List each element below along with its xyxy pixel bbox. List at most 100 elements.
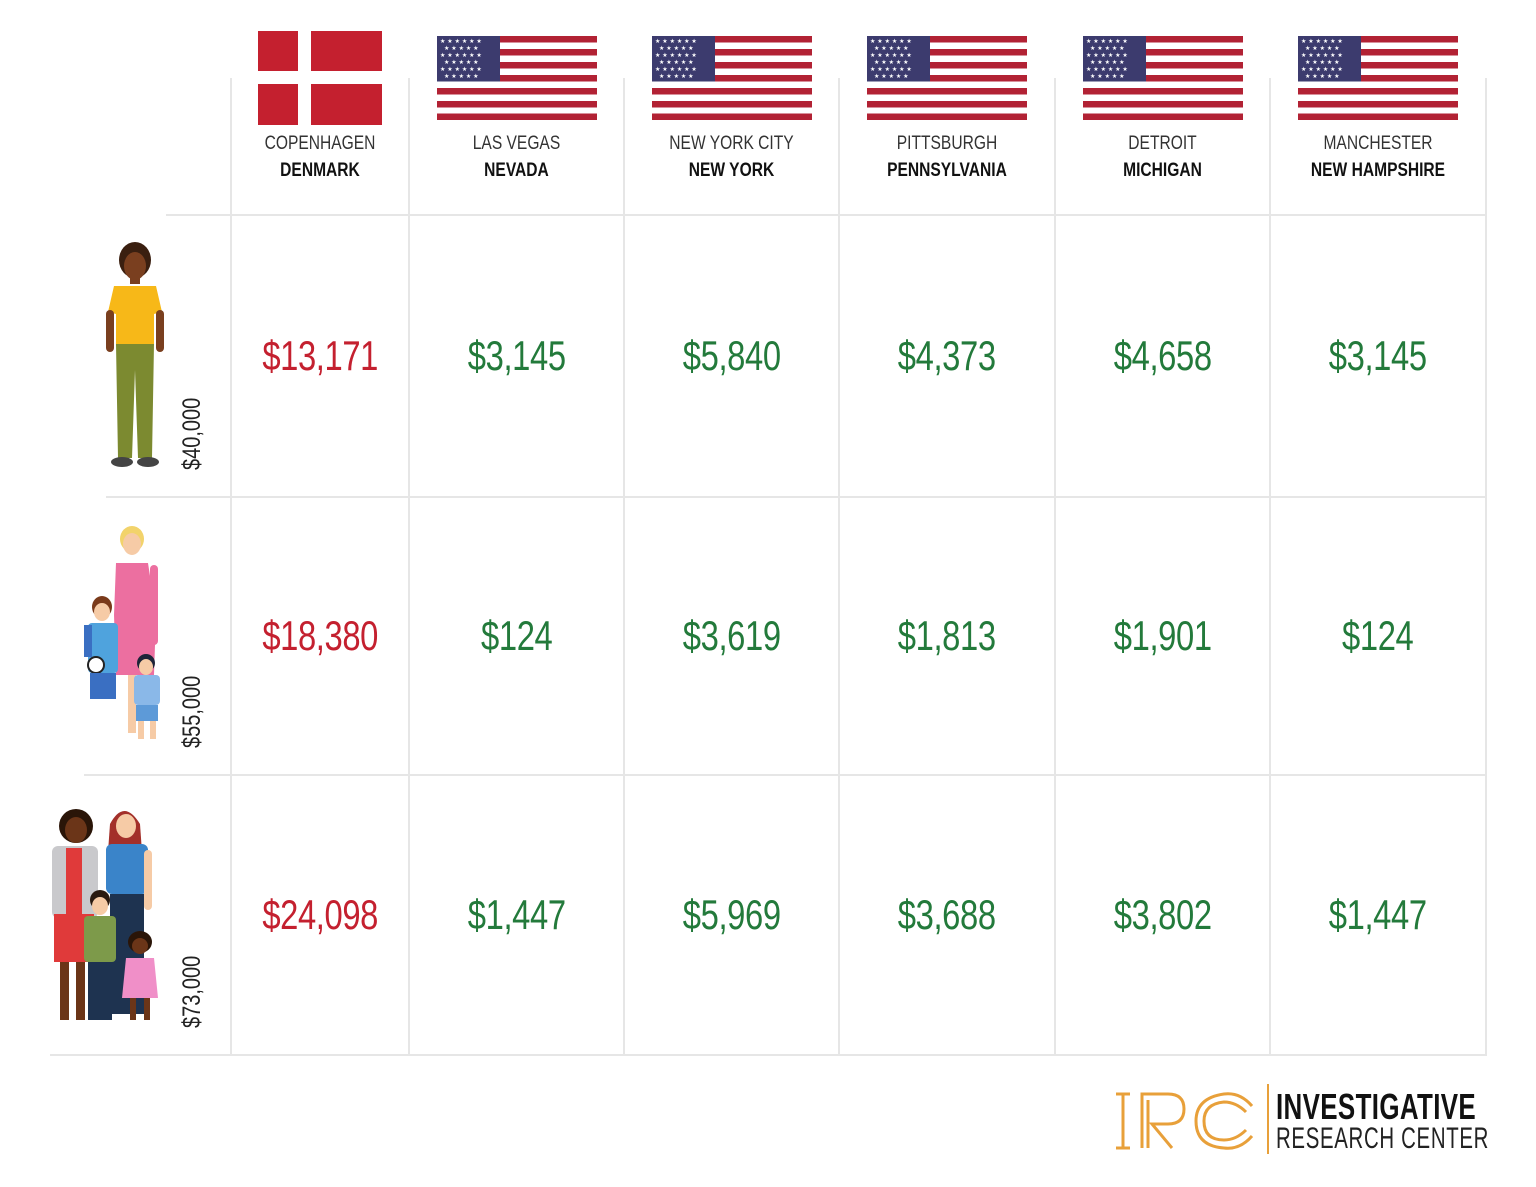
cost-value: $3,688	[898, 891, 996, 938]
column-header-manchester: ★ ★ ★ ★ ★ ★ ★ ★ ★ ★ ★ ★ ★ ★ ★ ★ ★ ★ ★ ★ ★ …	[1271, 28, 1485, 208]
grid-line	[623, 78, 625, 1056]
svg-text:★ ★ ★ ★ ★ ★: ★ ★ ★ ★ ★ ★	[1301, 38, 1343, 45]
value-cell: $18,380	[232, 498, 408, 774]
grid-line	[50, 1054, 1487, 1056]
city-name: PITTSBURGH	[896, 133, 998, 154]
cost-value: $3,145	[1329, 332, 1427, 379]
svg-text:★ ★ ★ ★ ★ ★: ★ ★ ★ ★ ★ ★	[1086, 66, 1128, 73]
svg-text:★ ★ ★ ★ ★: ★ ★ ★ ★ ★	[444, 45, 479, 52]
usa-flag-icon: ★ ★ ★ ★ ★ ★★ ★ ★ ★ ★ ★ ★ ★ ★ ★ ★★ ★ ★ ★ …	[1298, 36, 1458, 120]
two-parent-family-figure-icon	[52, 809, 158, 1020]
cost-value: $24,098	[262, 891, 378, 938]
cost-value: $4,373	[898, 332, 996, 379]
svg-text:★ ★ ★ ★ ★ ★: ★ ★ ★ ★ ★ ★	[870, 52, 912, 59]
value-cell: $124	[410, 498, 623, 774]
svg-text:★ ★ ★ ★ ★: ★ ★ ★ ★ ★	[874, 59, 909, 66]
city-name: NEW YORK CITY	[669, 133, 794, 154]
cost-value: $3,619	[682, 612, 781, 659]
svg-text:★ ★ ★ ★ ★: ★ ★ ★ ★ ★	[1090, 45, 1125, 52]
column-header-copenhagen: COPENHAGEN DENMARK	[232, 28, 408, 208]
value-cell: $3,802	[1056, 776, 1269, 1054]
usa-flag-icon: ★ ★ ★ ★ ★ ★★ ★ ★ ★ ★ ★ ★ ★ ★ ★ ★★ ★ ★ ★ …	[1082, 36, 1243, 120]
svg-text:★ ★ ★ ★ ★ ★: ★ ★ ★ ★ ★ ★	[1301, 52, 1343, 59]
logo-title: INVESTIGATIVE	[1276, 1086, 1477, 1127]
svg-text:★ ★ ★ ★ ★: ★ ★ ★ ★ ★	[1305, 73, 1340, 80]
svg-text:★ ★ ★ ★ ★ ★: ★ ★ ★ ★ ★ ★	[1086, 52, 1128, 59]
svg-text:★ ★ ★ ★ ★ ★: ★ ★ ★ ★ ★ ★	[870, 38, 912, 45]
value-cell: $1,447	[410, 776, 623, 1054]
cost-value: $124	[480, 612, 553, 659]
city-name: DETROIT	[1128, 133, 1197, 154]
svg-text:★ ★ ★ ★ ★: ★ ★ ★ ★ ★	[1305, 45, 1340, 52]
svg-text:★ ★ ★ ★ ★ ★: ★ ★ ★ ★ ★ ★	[440, 52, 482, 59]
value-cell: $3,145	[1271, 216, 1485, 496]
svg-text:★ ★ ★ ★ ★: ★ ★ ★ ★ ★	[444, 59, 479, 66]
region-name: NEVADA	[484, 160, 549, 181]
value-cell: $5,840	[625, 216, 838, 496]
cost-value: $13,171	[262, 332, 378, 379]
value-cell: $5,969	[625, 776, 838, 1054]
svg-text:★ ★ ★ ★ ★ ★: ★ ★ ★ ★ ★ ★	[655, 52, 697, 59]
svg-text:★ ★ ★ ★ ★: ★ ★ ★ ★ ★	[1090, 73, 1125, 80]
value-cell: $3,688	[840, 776, 1054, 1054]
logo-divider	[1267, 1084, 1269, 1154]
value-cell: $24,098	[232, 776, 408, 1054]
cost-value: $4,658	[1113, 332, 1212, 379]
value-cell: $124	[1271, 498, 1485, 774]
income-label: $55,000	[178, 675, 206, 748]
svg-text:★ ★ ★ ★ ★: ★ ★ ★ ★ ★	[874, 45, 909, 52]
grid-line	[408, 78, 410, 1056]
svg-text:★ ★ ★ ★ ★ ★: ★ ★ ★ ★ ★ ★	[1086, 38, 1128, 45]
value-cell: $3,619	[625, 498, 838, 774]
region-name: NEW YORK	[688, 160, 775, 181]
cost-value: $1,901	[1113, 612, 1212, 659]
single-adult-figure-icon	[106, 242, 164, 467]
region-name: NEW HAMPSHIRE	[1310, 160, 1446, 181]
svg-text:★ ★ ★ ★ ★ ★: ★ ★ ★ ★ ★ ★	[440, 38, 482, 45]
grid-line	[230, 78, 232, 1056]
grid-line	[84, 774, 1487, 776]
cost-value: $124	[1342, 612, 1414, 659]
svg-text:★ ★ ★ ★ ★ ★: ★ ★ ★ ★ ★ ★	[1301, 66, 1343, 73]
usa-flag-icon: ★ ★ ★ ★ ★ ★★ ★ ★ ★ ★ ★ ★ ★ ★ ★ ★★ ★ ★ ★ …	[867, 36, 1027, 120]
city-name: MANCHESTER	[1323, 133, 1433, 154]
svg-text:★ ★ ★ ★ ★: ★ ★ ★ ★ ★	[659, 59, 694, 66]
svg-text:★ ★ ★ ★ ★: ★ ★ ★ ★ ★	[444, 73, 479, 80]
cost-value: $5,840	[682, 332, 781, 379]
grid-line	[1054, 78, 1056, 1056]
svg-text:★ ★ ★ ★ ★: ★ ★ ★ ★ ★	[874, 73, 909, 80]
grid-line	[106, 496, 1487, 498]
cost-value: $1,813	[898, 612, 996, 659]
svg-text:★ ★ ★ ★ ★: ★ ★ ★ ★ ★	[1305, 59, 1340, 66]
denmark-flag-icon	[258, 31, 382, 125]
svg-text:★ ★ ★ ★ ★ ★: ★ ★ ★ ★ ★ ★	[440, 66, 482, 73]
single-parent-family-figure-icon	[84, 526, 160, 739]
value-cell: $1,901	[1056, 498, 1269, 774]
grid-line	[838, 78, 840, 1056]
svg-text:★ ★ ★ ★ ★: ★ ★ ★ ★ ★	[1090, 59, 1125, 66]
column-header-detroit: ★ ★ ★ ★ ★ ★ ★ ★ ★ ★ ★ ★ ★ ★ ★ ★ ★ ★ ★ ★ ★ …	[1056, 28, 1269, 208]
svg-text:★ ★ ★ ★ ★: ★ ★ ★ ★ ★	[659, 45, 694, 52]
value-cell: $3,145	[410, 216, 623, 496]
value-cell: $1,813	[840, 498, 1054, 774]
region-name: DENMARK	[280, 160, 360, 181]
city-name: LAS VEGAS	[472, 133, 561, 154]
svg-text:★ ★ ★ ★ ★ ★: ★ ★ ★ ★ ★ ★	[655, 66, 697, 73]
value-cell: $13,171	[232, 216, 408, 496]
cost-value: $5,969	[682, 891, 781, 938]
svg-text:★ ★ ★ ★ ★ ★: ★ ★ ★ ★ ★ ★	[655, 38, 697, 45]
irc-logo: INVESTIGATIVE RESEARCH CENTER	[1112, 1082, 1492, 1157]
region-name: PENNSYLVANIA	[887, 160, 1007, 181]
column-header-las-vegas: ★ ★ ★ ★ ★ ★ ★ ★ ★ ★ ★ ★ ★ ★ ★ ★ ★ ★ ★ ★ ★ …	[410, 28, 623, 208]
cost-value: $3,802	[1113, 891, 1212, 938]
cost-value: $1,447	[1329, 891, 1427, 938]
value-cell: $1,447	[1271, 776, 1485, 1054]
usa-flag-icon: ★ ★ ★ ★ ★ ★★ ★ ★ ★ ★ ★ ★ ★ ★ ★ ★★ ★ ★ ★ …	[651, 36, 812, 120]
region-name: MICHIGAN	[1123, 160, 1202, 181]
grid-line	[1485, 78, 1487, 1056]
column-header-pittsburgh: ★ ★ ★ ★ ★ ★ ★ ★ ★ ★ ★ ★ ★ ★ ★ ★ ★ ★ ★ ★ ★ …	[840, 28, 1054, 208]
irc-monogram-icon	[1116, 1092, 1254, 1150]
value-cell: $4,373	[840, 216, 1054, 496]
cost-value: $3,145	[467, 332, 566, 379]
city-name: COPENHAGEN	[264, 133, 376, 154]
